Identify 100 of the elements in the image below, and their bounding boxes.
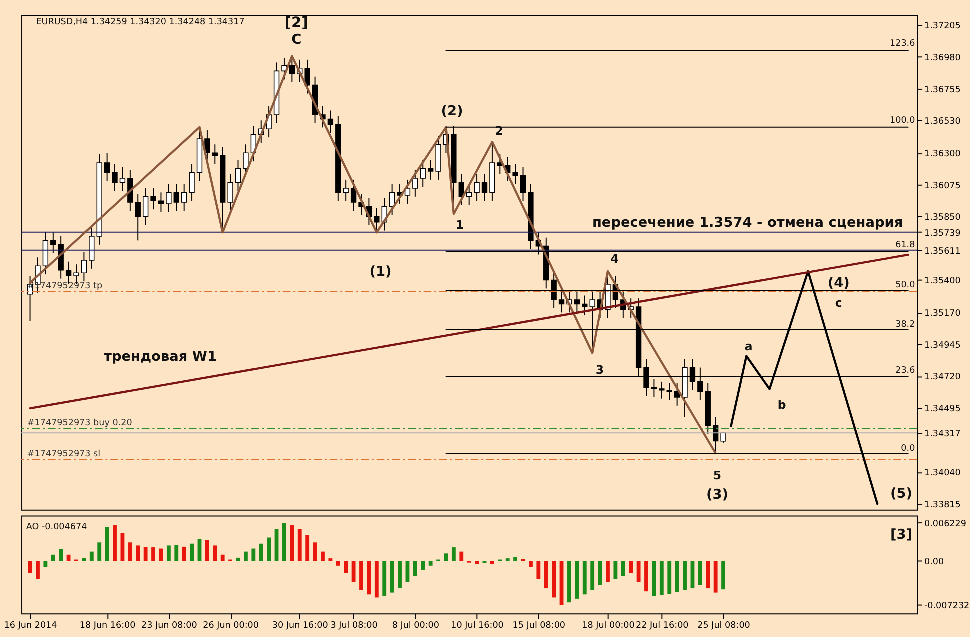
candlestick bbox=[659, 381, 665, 400]
bar bbox=[128, 542, 132, 561]
bar bbox=[90, 552, 94, 561]
y-tick-label: 1.36755 bbox=[924, 85, 961, 96]
x-tick-label: 30 Jun 16:00 bbox=[272, 620, 329, 631]
bar bbox=[706, 561, 710, 589]
annotation: AO -0.004674 bbox=[26, 522, 88, 532]
bar bbox=[652, 561, 656, 596]
candlestick bbox=[212, 144, 218, 165]
bar bbox=[606, 561, 610, 582]
x-tick-label: 18 Jun 16:00 bbox=[80, 620, 136, 631]
bar bbox=[220, 554, 225, 561]
ref-line-label: #1747952973 buy 0.20 bbox=[27, 418, 133, 429]
y-tick-label: 1.36075 bbox=[924, 181, 961, 192]
bar bbox=[344, 561, 348, 574]
bar bbox=[136, 546, 140, 561]
annotation: [3] bbox=[890, 527, 913, 544]
y-tick-label: 1.34945 bbox=[924, 340, 961, 351]
bar bbox=[274, 529, 279, 561]
candlestick bbox=[328, 110, 334, 134]
bar bbox=[406, 561, 410, 582]
bar bbox=[668, 561, 672, 594]
bar bbox=[321, 552, 325, 561]
candlestick bbox=[189, 164, 195, 202]
candlestick bbox=[228, 174, 234, 212]
y-tick-label: 1.36300 bbox=[924, 150, 962, 160]
bar bbox=[390, 561, 394, 593]
bar bbox=[452, 548, 456, 561]
bar bbox=[290, 526, 294, 561]
candlestick bbox=[135, 194, 141, 242]
annotation: C bbox=[292, 32, 302, 48]
x-tick-label: 18 Jul 00:00 bbox=[582, 620, 636, 631]
bar bbox=[205, 540, 210, 561]
annotation: 0.0 bbox=[901, 444, 916, 454]
bar bbox=[166, 546, 171, 561]
bar bbox=[598, 561, 602, 586]
y-tick-label: 1.35850 bbox=[924, 213, 962, 224]
candlestick bbox=[142, 188, 149, 226]
y-tick-label: 1.34040 bbox=[924, 468, 962, 479]
bar bbox=[313, 542, 318, 561]
bar bbox=[66, 554, 71, 561]
bar bbox=[213, 546, 218, 561]
x-tick-label: 26 Jun 00:00 bbox=[203, 620, 260, 631]
bar bbox=[428, 561, 433, 566]
candlestick bbox=[150, 188, 156, 210]
annotation: трендовая W1 bbox=[104, 349, 218, 366]
bar bbox=[698, 561, 702, 586]
annotation: (2) bbox=[441, 103, 464, 120]
x-tick-label: 22 Jul 16:00 bbox=[636, 620, 690, 631]
y-tick-label: 1.34495 bbox=[924, 404, 961, 414]
candlestick bbox=[582, 295, 588, 316]
annotation: EURUSD,H4 1.34259 1.34320 1.34248 1.34317 bbox=[36, 17, 245, 28]
bar bbox=[475, 561, 479, 564]
x-tick-label: 23 Jun 08:00 bbox=[141, 620, 198, 631]
bar bbox=[629, 561, 634, 574]
candlestick bbox=[666, 382, 672, 401]
bar bbox=[190, 544, 194, 561]
annotation: (1) bbox=[370, 264, 392, 280]
annotation: пересечение 1.3574 - отмена сценария bbox=[592, 214, 904, 231]
bar bbox=[267, 538, 272, 561]
bar bbox=[98, 542, 102, 561]
candlestick bbox=[350, 179, 357, 212]
annotation: 50.0 bbox=[896, 280, 916, 291]
annotation: (3) bbox=[706, 487, 728, 504]
bar bbox=[660, 561, 664, 596]
bar bbox=[105, 527, 110, 561]
y-tick-label: 1.35400 bbox=[924, 276, 962, 287]
annotation: a bbox=[744, 339, 753, 354]
bar bbox=[306, 535, 310, 561]
bar bbox=[636, 561, 641, 582]
candlestick bbox=[374, 208, 380, 233]
annotation: 4 bbox=[610, 252, 619, 266]
annotation: 1 bbox=[456, 218, 464, 232]
bar bbox=[590, 561, 595, 590]
bar bbox=[614, 561, 618, 580]
bar bbox=[568, 561, 572, 603]
bar bbox=[174, 545, 179, 561]
x-tick-label: 8 Jul 00:00 bbox=[392, 620, 440, 631]
bar bbox=[644, 561, 648, 592]
candlestick bbox=[112, 164, 118, 192]
candlestick bbox=[474, 174, 480, 202]
annotation: c bbox=[835, 296, 842, 310]
bar bbox=[244, 552, 248, 561]
candlestick bbox=[158, 192, 164, 213]
bar bbox=[82, 558, 86, 561]
annotation: (4) bbox=[828, 276, 850, 292]
x-tick-label: 16 Jun 2014 bbox=[4, 620, 58, 631]
bar bbox=[152, 548, 156, 561]
y-tick-label: -0.007232 bbox=[924, 602, 970, 612]
y-tick-label: 1.35611 bbox=[924, 246, 961, 257]
bar bbox=[144, 548, 148, 561]
candlestick bbox=[412, 170, 418, 198]
candlestick bbox=[81, 251, 88, 282]
bar bbox=[552, 561, 556, 598]
annotation: [2] bbox=[284, 14, 308, 32]
bar bbox=[683, 561, 687, 590]
annotation: (5) bbox=[890, 486, 913, 502]
annotation: 3 bbox=[596, 362, 604, 377]
bar bbox=[514, 557, 518, 561]
bar bbox=[51, 554, 56, 561]
